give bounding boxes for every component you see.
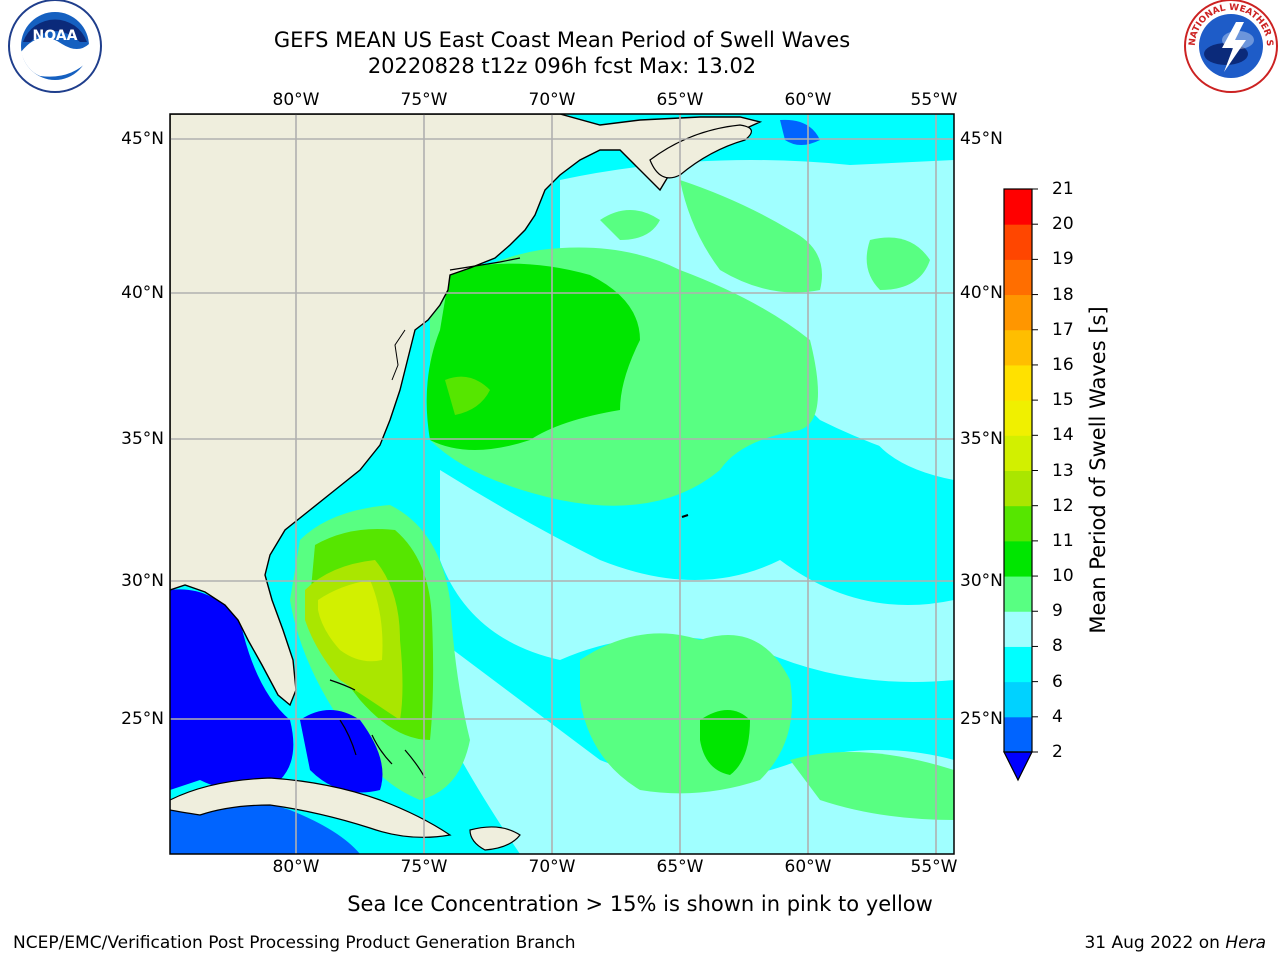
footer-credit: NCEP/EMC/Verification Post Processing Pr… — [13, 933, 576, 953]
lat-label-left-25n: 25°N — [121, 709, 164, 729]
colorbar-tick-label: 12 — [1052, 495, 1074, 516]
lat-label-left-45n: 45°N — [121, 129, 164, 149]
lat-label-right-40n: 40°N — [960, 283, 1003, 303]
nws-logo: NATIONAL WEATHER SERVICE — [0, 0, 1278, 93]
land-bermuda — [681, 514, 689, 518]
colorbar-segment — [1004, 259, 1032, 296]
footer-host: Hera — [1225, 933, 1266, 953]
map-subtitle-run: 20220828 t12z 096h fcst Max: 13.02 — [367, 54, 757, 78]
colorbar-segment — [1004, 716, 1032, 753]
graticule — [170, 114, 954, 854]
colorbar-tick-label: 20 — [1052, 214, 1074, 235]
colorbar-tick-label: 11 — [1052, 530, 1074, 551]
field-under-2s-gulf — [170, 589, 294, 790]
colorbar-segment — [1004, 681, 1032, 718]
colorbar-segment — [1004, 189, 1032, 225]
sea-ice-note: Sea Ice Concentration > 15% is shown in … — [347, 892, 933, 916]
colorbar-segment — [1004, 224, 1032, 260]
lon-label-top-70w: 70°W — [528, 90, 576, 110]
lat-label-left-35n: 35°N — [121, 429, 164, 449]
colorbar-tick-label: 14 — [1052, 425, 1074, 446]
noaa-logo-text: NOAA — [33, 28, 78, 44]
lon-label-top-60w: 60°W — [784, 90, 832, 110]
lon-label-top-80w: 80°W — [272, 90, 320, 110]
colorbar-segment — [1004, 611, 1032, 647]
lon-label-bottom-55w: 55°W — [910, 857, 958, 877]
lon-label-bottom-65w: 65°W — [656, 857, 704, 877]
colorbar-segment — [1004, 470, 1032, 507]
lon-label-top-75w: 75°W — [400, 90, 448, 110]
noaa-logo: NOAA — [8, 0, 102, 93]
colorbar-segment — [1004, 576, 1032, 612]
colorbar-tick-label: 19 — [1052, 249, 1074, 270]
colorbar-tick-label: 13 — [1052, 460, 1074, 481]
lat-label-left-40n: 40°N — [121, 283, 164, 303]
colorbar-tick-label: 18 — [1052, 284, 1074, 305]
map-title: GEFS MEAN US East Coast Mean Period of S… — [273, 28, 851, 52]
lat-label-right-35n: 35°N — [960, 429, 1003, 449]
swell-period-field — [170, 114, 954, 854]
nws-logo-text: NATIONAL WEATHER SERVICE — [0, 0, 1274, 47]
land-bahamas — [339, 719, 357, 756]
colorbar-tick-label: 16 — [1052, 354, 1074, 375]
land-long-island — [449, 257, 521, 271]
colorbar-tick-label: 4 — [1052, 706, 1063, 727]
lat-label-right-45n: 45°N — [960, 129, 1003, 149]
lon-label-top-65w: 65°W — [656, 90, 704, 110]
land-hispaniola — [469, 826, 521, 851]
lon-label-bottom-80w: 80°W — [272, 857, 320, 877]
colorbar-label: Mean Period of Swell Waves [s] — [1086, 306, 1110, 634]
field-8-9s-south — [440, 470, 954, 682]
lat-label-right-30n: 30°N — [960, 571, 1003, 591]
colorbar-tick-label: 15 — [1052, 390, 1074, 411]
colorbar-under-triangle — [1003, 751, 1033, 782]
colorbar-tick-label: 6 — [1052, 671, 1063, 692]
field-10-11s-north — [426, 263, 640, 450]
colorbar-tick-label: 9 — [1052, 601, 1063, 622]
map-frame — [169, 113, 955, 855]
lat-label-left-30n: 30°N — [121, 571, 164, 591]
colorbar-segment — [1004, 505, 1032, 542]
lon-label-bottom-70w: 70°W — [528, 857, 576, 877]
land-chesapeake — [391, 329, 406, 381]
colorbar-tick-label: 10 — [1052, 566, 1074, 587]
colorbar-segment — [1004, 400, 1032, 436]
colorbar — [1003, 188, 1038, 782]
colorbar-segment — [1004, 294, 1032, 331]
colorbar-segment — [1004, 364, 1032, 401]
field-13-14s — [318, 580, 383, 662]
colorbar-segment — [1004, 435, 1032, 471]
colorbar-tick-label: 17 — [1052, 319, 1074, 340]
footer-date-text: 31 Aug 2022 on — [1084, 933, 1226, 953]
colorbar-tick-label: 21 — [1052, 179, 1074, 199]
lon-label-top-55w: 55°W — [910, 90, 958, 110]
lon-label-bottom-60w: 60°W — [784, 857, 832, 877]
colorbar-tick-label: 8 — [1052, 636, 1063, 657]
land-cuba — [170, 777, 452, 838]
lon-label-bottom-75w: 75°W — [400, 857, 448, 877]
colorbar-segment — [1004, 646, 1032, 683]
colorbar-segment — [1004, 540, 1032, 577]
colorbar-tick-label: 2 — [1052, 742, 1063, 762]
footer-date: 31 Aug 2022 on Hera — [1084, 933, 1266, 953]
lat-label-right-25n: 25°N — [960, 709, 1003, 729]
colorbar-segment — [1004, 329, 1032, 366]
